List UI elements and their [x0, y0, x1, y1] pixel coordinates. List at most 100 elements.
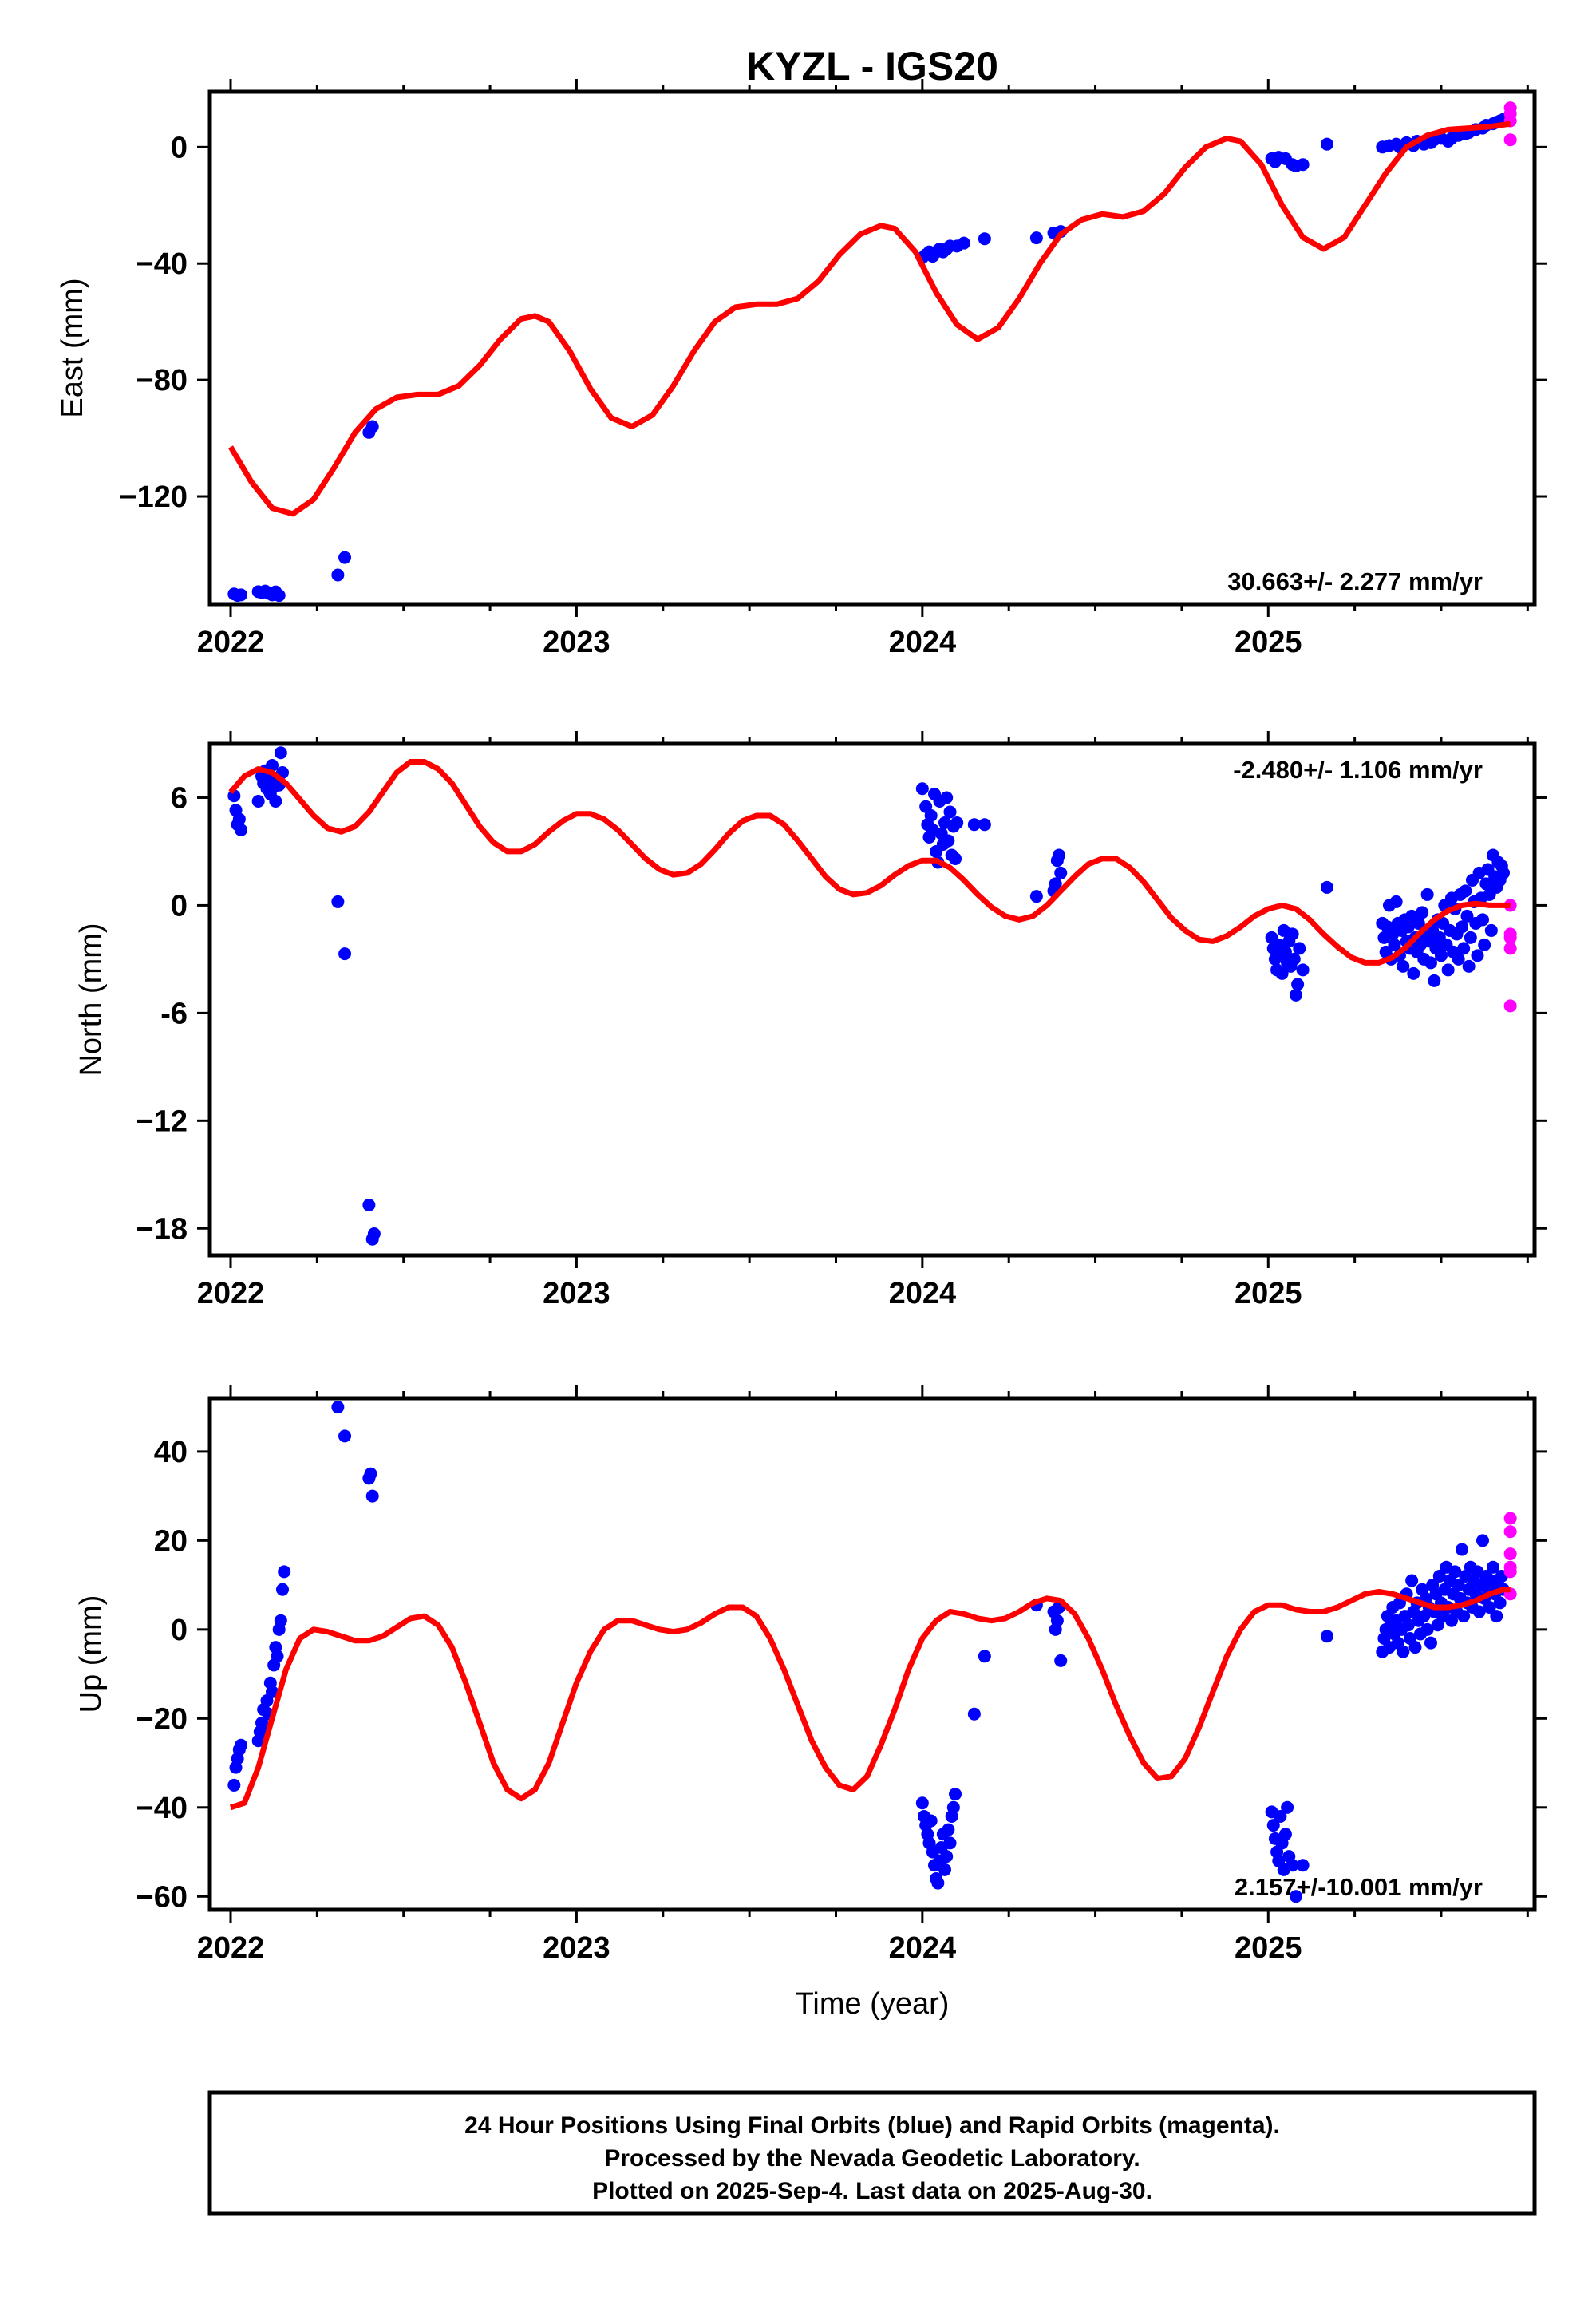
north-y-tick-label: 6	[171, 781, 188, 815]
north-panel: 2022 2023 2024 2025 6 0 -6 −12 −18 North (mm) -2.4…	[74, 731, 1547, 1310]
chart-title: KYZL - IGS20	[746, 44, 998, 89]
north-final-orbit-point	[1496, 866, 1510, 879]
up-final-orbit-point	[978, 1650, 991, 1663]
up-model-curve	[229, 1587, 1511, 1811]
north-rapid-orbit-point	[1503, 942, 1517, 955]
north-final-orbit-point	[1460, 909, 1474, 923]
north-y-tick-label: -6	[160, 997, 188, 1030]
north-final-orbit-point	[1407, 966, 1420, 980]
up-final-orbit-point	[1408, 1641, 1422, 1654]
north-final-orbit-point	[1396, 959, 1410, 973]
east-final-orbit-point	[1296, 158, 1310, 172]
footer-line-1: 24 Hour Positions Using Final Orbits (bl…	[464, 2112, 1280, 2139]
up-final-orbit-point	[1278, 1828, 1292, 1841]
up-final-orbit-point	[276, 1583, 290, 1596]
north-final-orbit-point	[269, 794, 282, 808]
up-final-orbit-point	[1054, 1654, 1068, 1667]
north-rapid-orbit-point	[1503, 999, 1517, 1013]
east-rate-label: 30.663+/- 2.277 mm/yr	[1227, 567, 1483, 595]
up-final-orbit-point	[1452, 1579, 1465, 1592]
up-final-orbit-point	[266, 1685, 279, 1698]
north-final-orbit-point	[949, 852, 962, 865]
footer-line-2: Processed by the Nevada Geodetic Laborat…	[604, 2145, 1140, 2172]
north-final-orbit-point	[915, 782, 929, 796]
north-final-orbit-point	[1293, 942, 1306, 955]
north-y-tick-label: −18	[136, 1212, 188, 1246]
up-plot-frame	[207, 1396, 1537, 1912]
up-final-orbit-point	[946, 1800, 960, 1814]
north-final-orbit-point	[1054, 866, 1068, 879]
up-final-orbit-point	[338, 1429, 352, 1443]
up-final-orbit-point	[1296, 1859, 1310, 1872]
up-final-orbit-point	[940, 1850, 954, 1863]
north-final-orbit-point	[1275, 966, 1289, 980]
up-rapid-orbit-point	[1503, 1525, 1517, 1539]
north-final-orbit-point	[1457, 942, 1471, 955]
up-final-orbit-point	[1320, 1630, 1333, 1643]
north-final-orbit-point	[1291, 978, 1305, 991]
north-final-orbit-point	[227, 789, 241, 803]
east-final-orbit-point	[331, 568, 345, 582]
north-final-orbit-point	[1455, 920, 1468, 934]
up-final-orbit-point	[1050, 1614, 1064, 1627]
north-final-orbit-point	[1452, 952, 1465, 966]
north-final-orbit-point	[1289, 988, 1302, 1002]
east-rapid-orbit-point	[1503, 133, 1517, 147]
north-x-tick-label: 2022	[197, 1277, 265, 1310]
north-final-orbit-point	[1278, 945, 1292, 958]
north-final-orbit-point	[1428, 974, 1441, 987]
up-final-orbit-point	[1424, 1636, 1437, 1650]
up-final-orbit-point	[1266, 1819, 1280, 1832]
up-final-orbit-point	[227, 1778, 241, 1792]
north-y-tick-label: −12	[136, 1105, 188, 1138]
up-final-orbit-point	[924, 1814, 938, 1828]
up-final-orbit-point	[1432, 1569, 1446, 1583]
north-final-orbit-point	[1053, 848, 1066, 862]
up-final-orbit-point	[1490, 1610, 1503, 1623]
north-final-orbit-point	[362, 1199, 376, 1212]
east-y-tick-label: −40	[136, 247, 188, 281]
east-final-orbit-point	[365, 420, 379, 433]
north-final-orbit-point	[1434, 949, 1448, 962]
north-final-orbit-point	[1441, 963, 1455, 977]
up-final-orbit-point	[271, 1650, 284, 1663]
north-final-orbit-point	[950, 816, 964, 829]
north-final-orbit-point	[967, 818, 981, 832]
east-final-orbit-point	[957, 236, 970, 250]
north-x-tick-label: 2024	[889, 1277, 957, 1310]
north-final-orbit-point	[251, 794, 265, 808]
up-y-tick-label: −40	[136, 1792, 188, 1825]
up-y-tick-label: 40	[154, 1436, 188, 1469]
north-final-orbit-point	[1424, 956, 1437, 970]
north-final-orbit-point	[1287, 952, 1301, 966]
east-final-orbit-point	[235, 588, 248, 602]
up-final-orbit-point	[1420, 1622, 1434, 1636]
east-x-tick-label: 2025	[1235, 626, 1302, 659]
east-final-orbit-point	[1029, 231, 1043, 245]
up-final-orbit-point	[1286, 1859, 1299, 1872]
north-final-orbit-point	[1401, 920, 1415, 934]
footer-box: 24 Hour Positions Using Final Orbits (bl…	[207, 2090, 1537, 2216]
up-final-orbit-point	[1493, 1596, 1507, 1610]
up-final-orbit-point	[365, 1489, 379, 1503]
north-final-orbit-point	[274, 746, 287, 760]
east-final-orbit-point	[272, 589, 286, 603]
up-y-axis-label: Up (mm)	[74, 1595, 108, 1713]
north-rate-label: -2.480+/- 1.106 mm/yr	[1233, 756, 1483, 784]
north-final-orbit-point	[1478, 938, 1491, 951]
up-rate-label: 2.157+/-10.001 mm/yr	[1235, 1873, 1483, 1901]
north-final-orbit-point	[1471, 949, 1484, 962]
up-final-orbit-point	[1455, 1543, 1468, 1556]
north-final-orbit-point	[1389, 895, 1403, 908]
up-rapid-orbit-point	[1503, 1547, 1517, 1561]
up-panel: 2022 2023 2024 2025 40 20 0 −20 −40 −60 Up (mm) 2.1…	[74, 1385, 1547, 1965]
north-final-orbit-point	[924, 808, 938, 822]
north-final-orbit-point	[1049, 877, 1062, 891]
up-x-tick-label: 2022	[197, 1931, 265, 1965]
east-y-tick-label: −80	[136, 364, 188, 397]
north-final-orbit-point	[943, 805, 957, 819]
up-y-tick-label: −20	[136, 1702, 188, 1736]
up-final-orbit-point	[235, 1738, 248, 1752]
up-final-orbit-point	[1401, 1618, 1415, 1632]
